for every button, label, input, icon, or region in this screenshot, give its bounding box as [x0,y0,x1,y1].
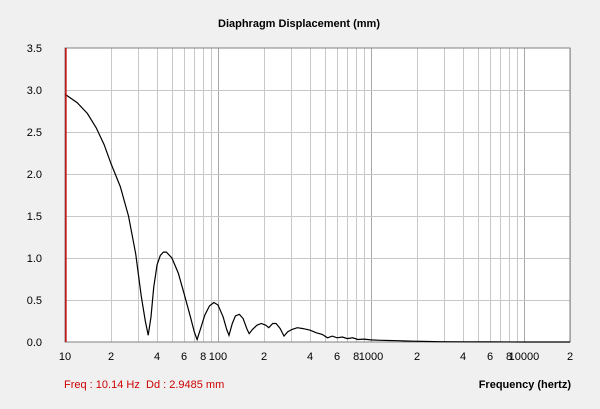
plot-area[interactable] [65,48,570,342]
x-tick-label: 10 [59,351,71,363]
grid-lines [65,48,571,342]
plot-frame [64,47,571,343]
x-tick-label: 2 [261,351,267,363]
y-tick-label: 0.5 [27,295,42,307]
y-tick-label: 2.0 [27,169,42,181]
x-tick-label: 10000 [509,351,540,363]
x-tick-label: 8 [353,351,359,363]
x-tick-label: 8 [200,351,206,363]
x-tick-label: 2 [567,351,573,363]
x-tick-label: 8 [506,351,512,363]
x-tick-label: 4 [154,351,160,363]
y-tick-label: 0.0 [27,337,42,349]
y-tick-label: 3.5 [27,43,42,55]
displacement-curve [64,93,570,343]
cursor-displacement-readout: Dd : 2.9485 mm [146,379,224,391]
x-tick-label: 4 [307,351,313,363]
x-tick-label: 6 [334,351,340,363]
x-tick-label: 2 [414,351,420,363]
y-tick-label: 1.5 [27,211,42,223]
y-tick-label: 1.0 [27,253,42,265]
chart-title: Diaphragm Displacement (mm) [218,18,380,30]
x-tick-label: 6 [181,351,187,363]
y-tick-label: 3.0 [27,85,42,97]
y-axis-ticks: 0.0 0.5 1.0 1.5 2.0 2.5 3.0 3.5 [27,43,42,349]
x-tick-label: 100 [209,351,227,363]
cursor-frequency-readout: Freq : 10.14 Hz [64,379,140,391]
x-tick-label: 1000 [359,351,383,363]
y-tick-label: 2.5 [27,127,42,139]
x-tick-label: 6 [487,351,493,363]
x-tick-label: 4 [460,351,466,363]
x-axis-title: Frequency (hertz) [479,379,572,391]
x-tick-label: 2 [108,351,114,363]
